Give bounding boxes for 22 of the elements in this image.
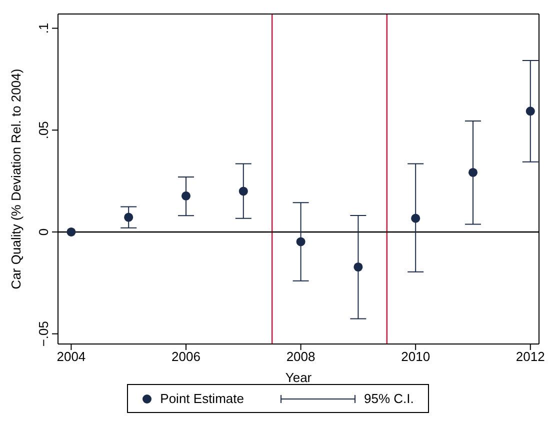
point — [124, 212, 134, 222]
x-tick-label: 2010 — [401, 349, 430, 364]
y-tick-label: 0 — [36, 228, 51, 236]
point — [181, 191, 191, 200]
x-tick-label: 2006 — [172, 349, 200, 364]
x-tick-label: 2004 — [56, 349, 86, 364]
point — [296, 237, 306, 246]
y-axis-title: Car Quality (% Deviation Rel. to 2004) — [8, 68, 24, 290]
point — [411, 214, 420, 223]
y-tick-label: −.05 — [36, 320, 51, 347]
y-tick-label: .05 — [36, 121, 51, 140]
point — [238, 186, 248, 196]
point — [354, 262, 363, 272]
x-axis-title: Year — [285, 370, 312, 385]
point — [526, 106, 535, 116]
legend-label: Point Estimate — [159, 391, 244, 406]
point — [66, 227, 76, 236]
point — [468, 168, 478, 177]
text: 95% C.I. — [362, 391, 414, 406]
x-tick-label: 2008 — [286, 349, 316, 364]
x-tick-label: 2012 — [516, 349, 545, 364]
y-tick-label: .1 — [36, 22, 51, 34]
